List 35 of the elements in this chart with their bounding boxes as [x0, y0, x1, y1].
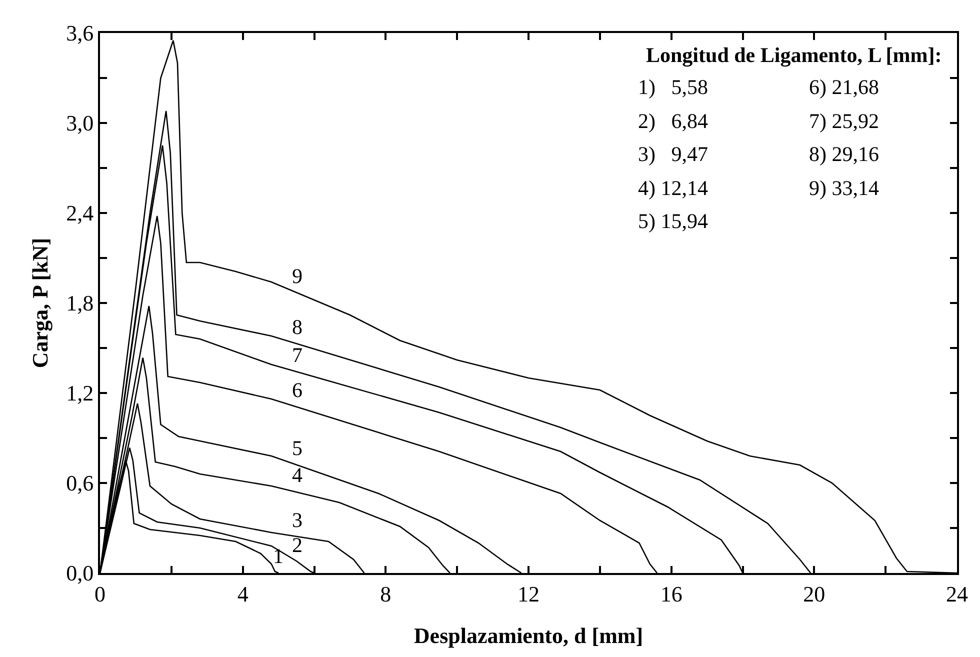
annotation: 3) 9,47	[638, 142, 708, 166]
series-label: 4	[292, 463, 303, 487]
x-tick-label: 4	[237, 581, 248, 606]
series-label: 6	[292, 378, 302, 402]
series-label: 8	[292, 315, 302, 339]
y-tick-label: 0,6	[66, 470, 94, 496]
annotation: 8) 29,16	[809, 142, 879, 166]
series-label: 5	[292, 436, 302, 460]
y-tick-label: 3,6	[66, 20, 94, 46]
annotation: 2) 6,84	[638, 109, 708, 133]
x-tick-label: 24	[946, 581, 968, 606]
series-label: 7	[292, 343, 302, 367]
y-tick-label: 3,0	[66, 110, 94, 136]
annotation: 4) 12,14	[638, 176, 708, 200]
y-tick-label: 1,8	[66, 290, 94, 316]
y-tick-label: 2,4	[66, 200, 94, 226]
x-tick-label: 20	[803, 581, 826, 606]
series-label: 2	[292, 533, 302, 557]
series-label: 9	[292, 264, 302, 288]
annotation: 6) 21,68	[809, 75, 879, 99]
x-axis-title: Desplazamiento, d [mm]	[414, 622, 644, 648]
series-label: 1	[273, 544, 284, 568]
x-tick-label: 0	[94, 581, 106, 606]
annotation: Longitud de Ligamento, L [mm]:	[646, 43, 942, 67]
annotation: 7) 25,92	[809, 109, 879, 133]
x-tick-label: 16	[660, 581, 682, 606]
x-tick-label: 8	[380, 581, 392, 606]
y-tick-label: 0,0	[66, 560, 94, 586]
y-tick-label: 1,2	[66, 380, 94, 406]
annotation: 5) 15,94	[638, 209, 708, 233]
series-label: 3	[292, 508, 302, 532]
annotation: 1) 5,58	[638, 75, 708, 99]
annotation: 9) 33,14	[809, 176, 880, 200]
x-tick-label: 12	[518, 581, 540, 606]
y-axis-title: Carga, P [kN]	[27, 238, 52, 368]
